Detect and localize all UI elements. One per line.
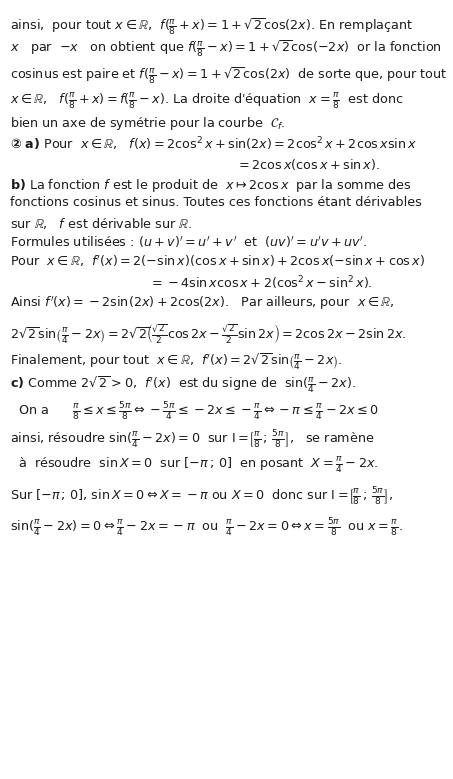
Text: sur $\mathbb{R}$,   $f$ est dérivable sur $\mathbb{R}$.: sur $\mathbb{R}$, $f$ est dérivable sur … (10, 216, 192, 231)
Text: à  résoudre  $\sin X=0$  sur $\left[-\pi\,;\,0\right]$  en posant  $X=\frac{\pi}: à résoudre $\sin X=0$ sur $\left[-\pi\,;… (10, 456, 379, 475)
Text: $\bf{②}$ $\bf{a)}$ Pour  $x\in\mathbb{R}$,   $f(x)=2\cos^2 x+\sin(2x)=2\cos^2 x+: $\bf{②}$ $\bf{a)}$ Pour $x\in\mathbb{R}$… (10, 136, 417, 153)
Text: ainsi,  pour tout $x\in\mathbb{R}$,  $f(\frac{\pi}{8}+x)=1+\sqrt{2}\cos(2x)$. En: ainsi, pour tout $x\in\mathbb{R}$, $f(\f… (10, 16, 413, 37)
Text: $2\sqrt{2}\sin\!\left(\frac{\pi}{4}-2x\right)=2\sqrt{2}\!\left(\frac{\sqrt{2}}{2: $2\sqrt{2}\sin\!\left(\frac{\pi}{4}-2x\r… (10, 323, 406, 346)
Text: $\sin(\frac{\pi}{4}-2x)=0\Leftrightarrow\frac{\pi}{4}-2x=-\pi$  ou  $\frac{\pi}{: $\sin(\frac{\pi}{4}-2x)=0\Leftrightarrow… (10, 516, 403, 538)
Text: $\bf{b)}$ La fonction $f$ est le produit de  $x\mapsto 2\cos x$  par la somme de: $\bf{b)}$ La fonction $f$ est le produit… (10, 177, 412, 194)
Text: On a      $\frac{\pi}{8}\leq x\leq\frac{5\pi}{8}\Leftrightarrow-\frac{5\pi}{4}\l: On a $\frac{\pi}{8}\leq x\leq\frac{5\pi}… (10, 400, 379, 421)
Text: cosinus est paire et $f(\frac{\pi}{8}-x)=1+\sqrt{2}\cos(2x)$  de sorte que, pour: cosinus est paire et $f(\frac{\pi}{8}-x)… (10, 65, 447, 86)
Text: $x$   par  $-x$   on obtient que $f(\frac{\pi}{8}-x)=1+\sqrt{2}\cos(-2x)$  or la: $x$ par $-x$ on obtient que $f(\frac{\pi… (10, 39, 442, 59)
Text: Formules utilisées : $(u+v)'=u'+v'$  et  $(uv)'=u'v+uv'$.: Formules utilisées : $(u+v)'=u'+v'$ et $… (10, 234, 367, 250)
Text: $=-4\sin x\cos x+2(\cos^2 x-\sin^2 x).$: $=-4\sin x\cos x+2(\cos^2 x-\sin^2 x).$ (149, 274, 373, 292)
Text: ainsi, résoudre $\sin(\frac{\pi}{4}-2x)=0$  sur $\mathrm{I}=\!\left[\frac{\pi}{8: ainsi, résoudre $\sin(\frac{\pi}{4}-2x)=… (10, 428, 374, 449)
Text: $=2\cos x(\cos x+\sin x).$: $=2\cos x(\cos x+\sin x).$ (236, 157, 380, 171)
Text: Sur $\left[-\pi\,;\,0\right]$, $\sin X=0\Leftrightarrow X=-\pi$ ou $X=0$  donc s: Sur $\left[-\pi\,;\,0\right]$, $\sin X=0… (10, 485, 393, 506)
Text: bien un axe de symétrie pour la courbe  $\mathcal{C}_f$.: bien un axe de symétrie pour la courbe $… (10, 115, 286, 132)
Text: $x\in\mathbb{R}$,   $f(\frac{\pi}{8}+x)=f(\frac{\pi}{8}-x)$. La droite d'équatio: $x\in\mathbb{R}$, $f(\frac{\pi}{8}+x)=f(… (10, 91, 403, 111)
Text: Finalement, pour tout  $x\in\mathbb{R}$,  $f'(x)=2\sqrt{2}\sin\!\left(\frac{\pi}: Finalement, pour tout $x\in\mathbb{R}$, … (10, 351, 342, 372)
Text: fonctions cosinus et sinus. Toutes ces fonctions étant dérivables: fonctions cosinus et sinus. Toutes ces f… (10, 196, 422, 210)
Text: Pour  $x\in\mathbb{R}$,  $f'(x)=2(-\sin x)(\cos x+\sin x)+2\cos x(-\sin x+\cos x: Pour $x\in\mathbb{R}$, $f'(x)=2(-\sin x)… (10, 254, 425, 270)
Text: $\bf{c)}$ Comme $2\sqrt{2}>0$,  $f'(x)$  est du signe de  $\sin(\frac{\pi}{4}-2x: $\bf{c)}$ Comme $2\sqrt{2}>0$, $f'(x)$ e… (10, 375, 356, 395)
Text: Ainsi $f'(x)=-2\sin(2x)+2\cos(2x)$.   Par ailleurs, pour  $x\in\mathbb{R}$,: Ainsi $f'(x)=-2\sin(2x)+2\cos(2x)$. Par … (10, 294, 395, 312)
